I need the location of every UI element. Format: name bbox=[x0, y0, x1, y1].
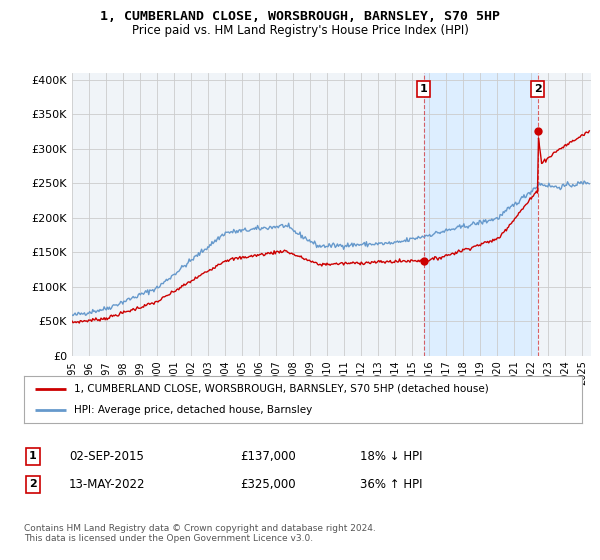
Text: £137,000: £137,000 bbox=[240, 450, 296, 463]
Text: 36% ↑ HPI: 36% ↑ HPI bbox=[360, 478, 422, 491]
Text: 1, CUMBERLAND CLOSE, WORSBROUGH, BARNSLEY, S70 5HP (detached house): 1, CUMBERLAND CLOSE, WORSBROUGH, BARNSLE… bbox=[74, 384, 489, 394]
Text: Contains HM Land Registry data © Crown copyright and database right 2024.
This d: Contains HM Land Registry data © Crown c… bbox=[24, 524, 376, 543]
Text: 2: 2 bbox=[534, 84, 542, 94]
Text: 13-MAY-2022: 13-MAY-2022 bbox=[69, 478, 146, 491]
Text: 1: 1 bbox=[420, 84, 428, 94]
Bar bbox=[424, 73, 538, 356]
Text: HPI: Average price, detached house, Barnsley: HPI: Average price, detached house, Barn… bbox=[74, 405, 313, 416]
Text: £325,000: £325,000 bbox=[240, 478, 296, 491]
Text: 02-SEP-2015: 02-SEP-2015 bbox=[69, 450, 144, 463]
Text: 1, CUMBERLAND CLOSE, WORSBROUGH, BARNSLEY, S70 5HP: 1, CUMBERLAND CLOSE, WORSBROUGH, BARNSLE… bbox=[100, 10, 500, 23]
Text: 2: 2 bbox=[29, 479, 37, 489]
Text: Price paid vs. HM Land Registry's House Price Index (HPI): Price paid vs. HM Land Registry's House … bbox=[131, 24, 469, 36]
Text: 1: 1 bbox=[29, 451, 37, 461]
Text: 18% ↓ HPI: 18% ↓ HPI bbox=[360, 450, 422, 463]
